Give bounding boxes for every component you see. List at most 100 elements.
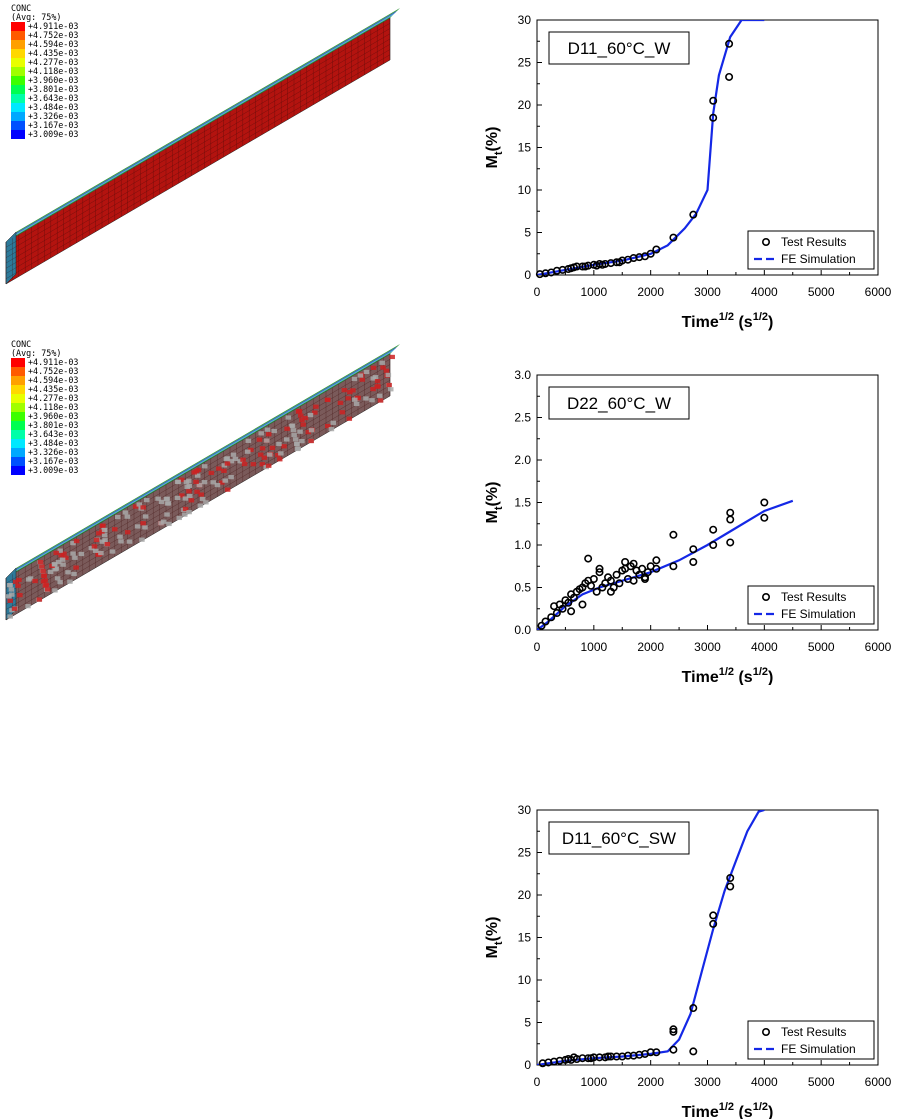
test-result-point xyxy=(567,264,576,273)
legend-value: +4.594e-03 xyxy=(28,39,79,49)
legend-swatch xyxy=(11,358,25,367)
legend-swatch xyxy=(11,31,25,40)
chart-title-box xyxy=(548,821,690,855)
contour-title-1: CONC xyxy=(11,3,32,13)
legend-swatch xyxy=(11,430,25,439)
y-axis-label: Mt(%) xyxy=(484,482,505,524)
test-result-point xyxy=(725,72,734,81)
beam-mesh-1 xyxy=(5,8,400,285)
legend-swatch xyxy=(11,130,25,139)
test-result-point xyxy=(726,874,735,883)
x-tick-label: 1000 xyxy=(580,640,607,654)
chart-legend xyxy=(747,1020,875,1060)
y-tick-label: 10 xyxy=(518,183,532,197)
x-tick-label: 4000 xyxy=(751,285,778,299)
test-result-point xyxy=(638,564,647,573)
legend-value: +3.960e-03 xyxy=(28,75,79,85)
legend-swatch xyxy=(11,40,25,49)
y-tick-label: 25 xyxy=(518,56,532,70)
legend-label-test: Test Results xyxy=(781,235,846,249)
legend-value: +3.801e-03 xyxy=(28,420,79,430)
test-result-point xyxy=(726,515,735,524)
legend-swatch xyxy=(11,76,25,85)
legend-row: +3.801e-03 xyxy=(11,421,131,430)
beam-top-layer xyxy=(6,15,393,242)
test-result-point xyxy=(547,613,556,622)
test-result-point xyxy=(640,573,649,582)
legend-row: +4.911e-03 xyxy=(11,22,131,31)
chart-title-box xyxy=(548,31,690,65)
x-tick-label: 0 xyxy=(534,285,541,299)
test-result-point xyxy=(621,564,630,573)
legend-row: +4.277e-03 xyxy=(11,394,131,403)
test-result-point xyxy=(652,245,661,254)
beam-top-layer xyxy=(13,344,400,571)
test-result-point xyxy=(669,562,678,571)
x-tick-label: 5000 xyxy=(808,640,835,654)
y-tick-label: 0.0 xyxy=(514,623,531,637)
test-result-point xyxy=(689,545,698,554)
legend-label-sim: FE Simulation xyxy=(781,252,856,266)
legend-row: +3.643e-03 xyxy=(11,430,131,439)
chart-legend xyxy=(747,585,875,625)
legend-swatch xyxy=(11,466,25,475)
y-tick-label: 20 xyxy=(518,888,532,902)
legend-row: +3.643e-03 xyxy=(11,94,131,103)
legend-row: +4.594e-03 xyxy=(11,40,131,49)
test-result-point xyxy=(709,541,718,550)
x-tick-label: 5000 xyxy=(808,285,835,299)
legend-swatch xyxy=(11,85,25,94)
legend-row: +4.118e-03 xyxy=(11,67,131,76)
test-result-point xyxy=(669,233,678,242)
chart-title: D22_60°C_W xyxy=(567,394,671,413)
legend-row: +3.167e-03 xyxy=(11,457,131,466)
test-result-point xyxy=(584,554,593,563)
x-tick-label: 1000 xyxy=(580,1075,607,1089)
test-result-point xyxy=(598,260,607,269)
legend-swatch xyxy=(11,103,25,112)
test-result-point xyxy=(584,576,593,585)
contour-legend-1: CONC (Avg: 75%) +4.911e-03 +4.752e-03 +4.5… xyxy=(11,4,131,139)
legend-value: +4.118e-03 xyxy=(28,66,79,76)
test-result-point xyxy=(689,1047,698,1056)
y-tick-label: 1.0 xyxy=(514,538,531,552)
y-tick-label: 5 xyxy=(524,1016,531,1030)
legend-value: +3.009e-03 xyxy=(28,465,79,475)
chart-title: D11_60°C_W xyxy=(568,39,671,58)
legend-value: +3.960e-03 xyxy=(28,411,79,421)
y-axis-label: Mt(%) xyxy=(484,917,505,959)
test-result-point xyxy=(537,621,546,630)
legend-swatch xyxy=(11,439,25,448)
test-result-point xyxy=(689,558,698,567)
test-result-point xyxy=(569,1053,578,1062)
legend-value: +4.118e-03 xyxy=(28,402,79,412)
test-result-point xyxy=(669,1025,678,1034)
beam-gray-cells xyxy=(6,354,395,619)
legend-swatch xyxy=(11,67,25,76)
test-result-point xyxy=(567,607,576,616)
y-tick-label: 2.5 xyxy=(514,411,531,425)
test-result-point xyxy=(760,513,769,522)
x-tick-label: 2000 xyxy=(637,1075,664,1089)
contour-panel-2: CONC (Avg: 75%) +4.911e-03 +4.752e-03 +4.5… xyxy=(0,336,420,636)
legend-value: +3.484e-03 xyxy=(28,438,79,448)
legend-value: +4.277e-03 xyxy=(28,393,79,403)
test-result-point xyxy=(541,617,550,626)
legend-label-test: Test Results xyxy=(781,1025,846,1039)
legend-swatch xyxy=(11,457,25,466)
y-tick-label: 3.0 xyxy=(514,368,531,382)
y-tick-label: 15 xyxy=(518,931,532,945)
y-tick-label: 30 xyxy=(518,13,532,27)
x-tick-label: 4000 xyxy=(751,1075,778,1089)
legend-row: +4.435e-03 xyxy=(11,49,131,58)
contour-subtitle-2: (Avg: 75%) xyxy=(11,348,62,358)
x-tick-label: 0 xyxy=(534,1075,541,1089)
x-tick-label: 3000 xyxy=(694,1075,721,1089)
chart-title: D11_60°C_SW xyxy=(562,829,676,848)
legend-row: +4.911e-03 xyxy=(11,358,131,367)
x-tick-label: 2000 xyxy=(637,285,664,299)
legend-row: +3.326e-03 xyxy=(11,448,131,457)
x-tick-label: 1000 xyxy=(580,285,607,299)
legend-row: +3.960e-03 xyxy=(11,412,131,421)
legend-row: +3.167e-03 xyxy=(11,121,131,130)
